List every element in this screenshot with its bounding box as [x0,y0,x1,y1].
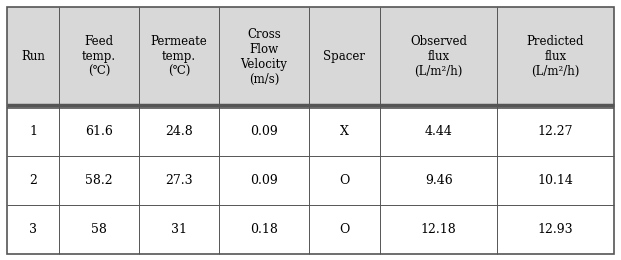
Text: 12.93: 12.93 [538,223,573,236]
Bar [497,107,614,155]
Text: Permeate
temp.
(℃): Permeate temp. (℃) [151,35,207,78]
Bar [139,6,219,107]
Bar [59,6,139,107]
Text: 0.18: 0.18 [250,223,278,236]
Text: 12.18: 12.18 [421,223,456,236]
Text: X: X [340,125,349,138]
Bar [7,155,59,205]
Text: 58.2: 58.2 [85,173,113,186]
Text: 9.46: 9.46 [425,173,453,186]
Bar [497,205,614,254]
Bar [309,6,380,107]
Text: Observed
flux
(L/m²/h): Observed flux (L/m²/h) [410,35,467,78]
Bar [380,155,497,205]
Bar [219,155,309,205]
Text: 2: 2 [29,173,37,186]
Bar [497,6,614,107]
Bar [309,107,380,155]
Text: 0.09: 0.09 [250,125,278,138]
Text: 4.44: 4.44 [425,125,453,138]
Text: 0.09: 0.09 [250,173,278,186]
Text: Predicted
flux
(L/m²/h): Predicted flux (L/m²/h) [527,35,584,78]
Text: 61.6: 61.6 [85,125,113,138]
Text: 1: 1 [29,125,37,138]
Bar [139,155,219,205]
Bar [139,205,219,254]
Text: 10.14: 10.14 [537,173,573,186]
Text: 27.3: 27.3 [165,173,193,186]
Bar [7,107,59,155]
Bar [7,205,59,254]
Bar [380,205,497,254]
Text: Run: Run [21,50,45,63]
Text: 24.8: 24.8 [165,125,193,138]
Bar [59,155,139,205]
Bar [380,6,497,107]
Text: 31: 31 [171,223,187,236]
Bar [139,107,219,155]
Text: 3: 3 [29,223,37,236]
Bar [219,107,309,155]
Text: 12.27: 12.27 [538,125,573,138]
Bar [7,6,59,107]
Bar [309,205,380,254]
Bar [380,107,497,155]
Text: O: O [339,223,350,236]
Text: Feed
temp.
(℃): Feed temp. (℃) [82,35,116,78]
Bar [59,205,139,254]
Bar [219,205,309,254]
Bar [309,155,380,205]
Text: O: O [339,173,350,186]
Bar [219,6,309,107]
Text: Spacer: Spacer [324,50,365,63]
Bar [59,107,139,155]
Text: 58: 58 [91,223,107,236]
Text: Cross
Flow
Velocity
(m/s): Cross Flow Velocity (m/s) [240,28,288,86]
Bar [497,155,614,205]
